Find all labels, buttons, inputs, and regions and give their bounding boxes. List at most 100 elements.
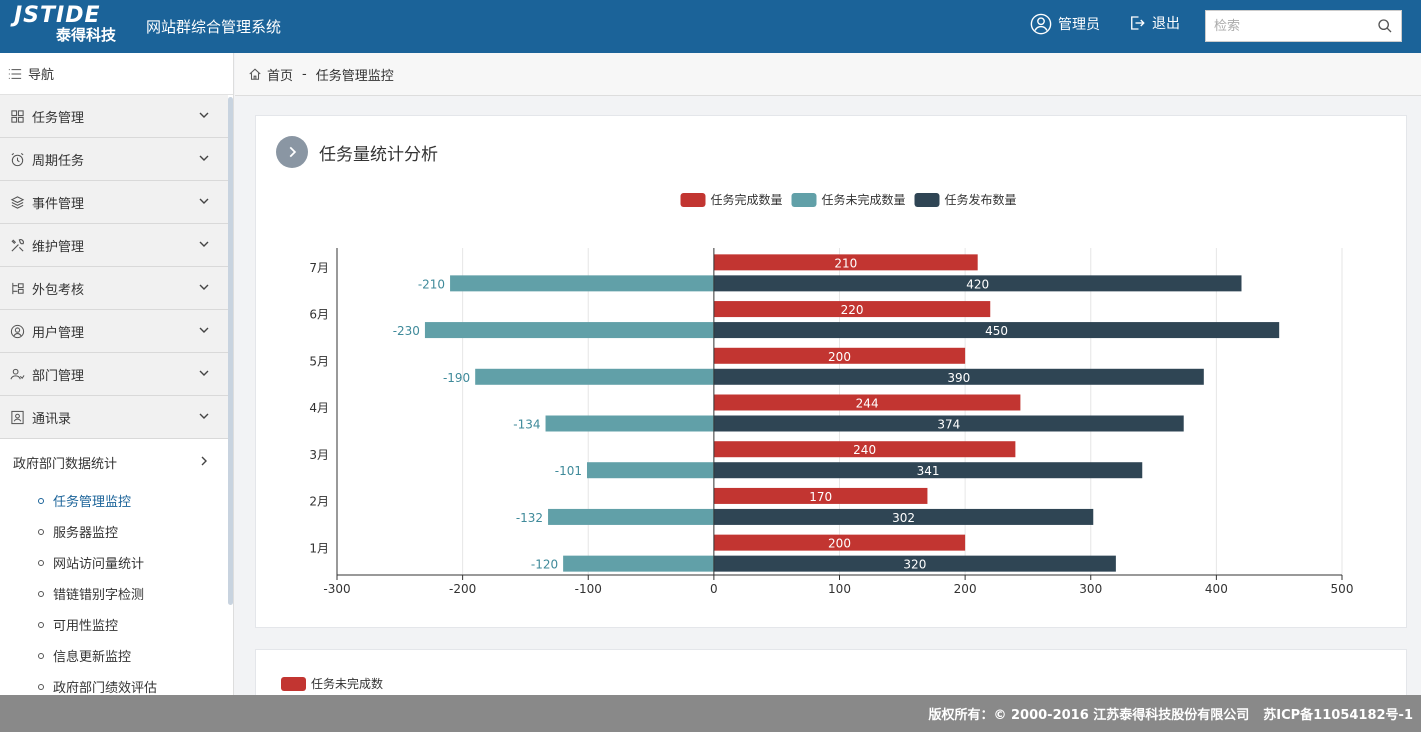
data-label-published: 302 [892,511,915,525]
sidebar-item-maintenance[interactable]: 维护管理 [0,224,228,267]
bar-published [713,368,1204,385]
bullet-dot-icon [38,590,44,597]
grid-icon [11,109,24,123]
bar-incomplete [424,322,714,339]
submenu-item-link-typo-check[interactable]: 错链错别字检测 [0,578,228,609]
submenu-item-label: 信息更新监控 [53,650,132,665]
sidebar-item-user-management[interactable]: 用户管理 [0,310,228,353]
bar-published [713,415,1184,432]
data-label-completed: 244 [856,397,879,411]
contact-book-icon [11,410,24,424]
sidebar-item-gov-dept-stats[interactable]: 政府部门数据统计 [0,439,228,485]
tools-icon [11,238,24,252]
panel2-legend[interactable]: 任务未完成数 [281,675,383,692]
sidebar-item-label: 事件管理 [32,196,85,212]
breadcrumb-current: 任务管理监控 [315,68,394,84]
panel-title-text: 任务量统计分析 [319,144,438,165]
y-tick-label: 3月 [309,448,329,462]
bar-published [713,462,1143,479]
data-label-incomplete: -120 [531,558,558,572]
submenu-item-label: 错链错别字检测 [53,588,145,603]
y-tick-label: 2月 [309,495,329,509]
search-icon[interactable] [1377,18,1393,34]
chevron-down-icon [199,327,209,333]
logo-wordmark: JSTIDE [14,3,101,28]
legend-label: 任务完成数量 [711,192,783,207]
users-icon [10,368,25,379]
home-icon [249,68,261,80]
footer: 版权所有：© 2000-2016 江苏泰得科技股份有限公司 苏ICP备11054… [0,695,1421,732]
bar-completed [713,487,928,504]
sidebar-item-outsourcing-review[interactable]: 外包考核 [0,267,228,310]
task-bar-chart: 任务完成数量 任务未完成数量 任务发布数量 1月 200 -120 320 2月 170 -132… [309,192,1354,596]
chevron-down-icon [199,241,209,247]
x-tick-label: -100 [575,582,602,596]
sidebar-scrollbar[interactable] [228,97,233,605]
bar-incomplete [563,555,714,572]
bar-published [713,322,1280,339]
x-tick-label: 300 [1079,582,1102,596]
alarm-clock-icon [11,152,24,166]
bar-completed [713,301,991,318]
legend-swatch [281,676,306,691]
submenu-item-task-monitor[interactable]: 任务管理监控 [0,485,228,516]
data-label-completed: 170 [809,490,832,504]
bar-completed [713,534,966,551]
logout-icon [1131,16,1145,30]
sidebar-item-contacts[interactable]: 通讯录 [0,396,228,439]
data-label-published: 450 [985,324,1008,338]
breadcrumb-separator: - [302,66,307,82]
flow-icon [12,282,24,294]
legend-swatch [791,193,817,207]
sidebar-item-label: 部门管理 [32,368,85,384]
company-logo[interactable]: JSTIDE 泰得科技 [14,5,132,47]
user-circle-icon [1030,13,1052,35]
x-tick-label: 500 [1331,582,1354,596]
search-box [1205,10,1402,42]
chevron-down-icon [199,155,209,161]
sidebar-item-label: 用户管理 [32,325,85,341]
legend-label: 任务发布数量 [945,192,1017,207]
submenu-item-server-monitor[interactable]: 服务器监控 [0,516,228,547]
data-label-completed: 220 [841,303,864,317]
breadcrumb-home-link[interactable]: 首页 [267,68,294,84]
sidebar-item-task-management[interactable]: 任务管理 [0,95,228,138]
sidebar-item-event-management[interactable]: 事件管理 [0,181,228,224]
data-label-published: 390 [947,371,970,385]
admin-label: 管理员 [1058,17,1100,33]
nav-label: 导航 [28,68,55,83]
sidebar-item-label: 外包考核 [32,282,85,298]
chevron-down-icon [199,112,209,118]
bullet-dot-icon [38,621,44,628]
sidebar-item-label: 政府部门数据统计 [13,456,118,472]
search-input[interactable] [1206,11,1366,41]
bar-incomplete [548,508,714,525]
submenu-item-info-update[interactable]: 信息更新监控 [0,640,228,671]
sidebar-item-periodic-tasks[interactable]: 周期任务 [0,138,228,181]
nav-header[interactable]: 导航 [0,53,233,95]
x-tick-label: 200 [954,582,977,596]
submenu-item-site-traffic[interactable]: 网站访问量统计 [0,547,228,578]
sidebar-item-label: 通讯录 [32,411,72,427]
chevron-down-icon [199,370,209,376]
data-label-published: 341 [917,464,940,478]
bar-incomplete [545,415,714,432]
bar-completed [713,347,966,364]
bullet-dot-icon [38,683,44,690]
data-label-incomplete: -134 [513,418,540,432]
legend-label: 任务未完成数 [311,677,384,691]
sidebar-item-department-management[interactable]: 部门管理 [0,353,228,396]
system-title: 网站群综合管理系统 [146,18,282,36]
sidebar: 导航 任务管理 周期任务 事件管理 维护管理 外包考核 [0,53,234,702]
panel-title: 任务量统计分析 [276,136,438,168]
bar-published [713,555,1116,572]
x-tick-label: -200 [449,582,476,596]
chevron-down-icon [199,284,209,290]
footer-icp[interactable]: 苏ICP备11054182号-1 [1263,708,1413,723]
bar-incomplete [475,368,714,385]
submenu-item-availability[interactable]: 可用性监控 [0,609,228,640]
logout-button[interactable]: 退出 [1128,13,1180,33]
x-tick-label: -300 [323,582,350,596]
data-label-incomplete: -190 [443,371,470,385]
admin-user-button[interactable]: 管理员 [1030,13,1100,35]
